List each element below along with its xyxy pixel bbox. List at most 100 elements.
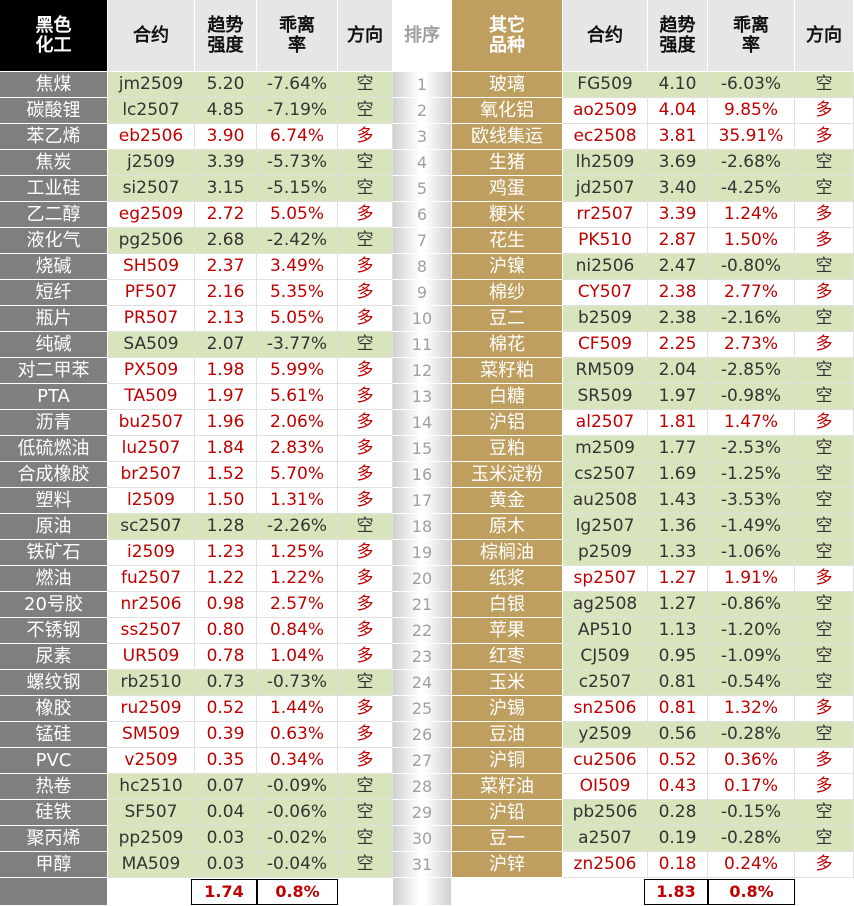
trend-strength-text: 1.50 (206, 490, 245, 511)
deviation-text: 0.24% (723, 854, 778, 875)
variety: 热卷 (0, 774, 108, 800)
deviation: 0.17% (708, 774, 795, 800)
rank-text: 14 (411, 412, 433, 432)
contract-text: SH509 (122, 256, 180, 277)
deviation: -0.02% (257, 826, 338, 852)
rank: 25 (393, 696, 452, 722)
direction-text: 多 (815, 100, 833, 121)
direction-text: 空 (815, 152, 833, 173)
contract-text: pb2506 (572, 802, 638, 823)
variety-text: 玻璃 (489, 73, 525, 95)
trend-strength: 2.37 (195, 254, 257, 280)
direction-text: 空 (356, 854, 374, 875)
direction: 空 (338, 670, 393, 696)
contract-text: sc2507 (120, 516, 182, 537)
rank-text: 1 (416, 74, 428, 94)
variety: 合成橡胶 (0, 462, 108, 488)
variety-text: 烧碱 (35, 255, 72, 277)
trend-strength-text: 0.56 (658, 724, 697, 745)
contract: rr2507 (563, 202, 648, 228)
variety: 沪铜 (452, 748, 563, 774)
contract-text: eb2506 (118, 126, 184, 147)
trend-strength-text: 1.96 (206, 412, 245, 433)
direction-text: 多 (356, 438, 374, 459)
variety: 乙二醇 (0, 202, 108, 228)
rank-text: 29 (411, 802, 433, 822)
direction-text: 空 (815, 490, 833, 511)
deviation: -7.64% (257, 72, 338, 98)
variety-text: 沥青 (35, 411, 72, 433)
direction: 空 (795, 150, 854, 176)
trend-strength-text: 0.52 (658, 750, 697, 771)
direction-text: 空 (356, 776, 374, 797)
header-trend-strength-text: 趋势强度 (659, 14, 696, 56)
direction-text: 空 (815, 646, 833, 667)
deviation: -2.16% (708, 306, 795, 332)
contract-text: j2509 (127, 152, 175, 173)
deviation-text: -3.53% (720, 490, 782, 511)
rank-text: 17 (411, 490, 433, 510)
trend-strength: 0.95 (648, 644, 708, 670)
contract-text: nr2506 (120, 594, 182, 615)
variety: 沪铝 (452, 410, 563, 436)
variety: 烧碱 (0, 254, 108, 280)
trend-strength-text: 1.28 (206, 516, 245, 537)
direction: 多 (338, 410, 393, 436)
variety-text: 不锈钢 (26, 619, 81, 641)
header-contract-text: 合约 (587, 24, 623, 46)
deviation: 1.22% (257, 566, 338, 592)
variety-text: 硅铁 (35, 801, 72, 823)
variety-text: 乙二醇 (26, 203, 81, 225)
trend-strength: 1.52 (195, 462, 257, 488)
contract: RM509 (563, 358, 648, 384)
trend-strength-text: 3.69 (658, 152, 697, 173)
variety-text: 沪铅 (489, 801, 525, 823)
trend-strength-text: 1.36 (658, 516, 697, 537)
contract-text: si2507 (122, 178, 180, 199)
direction-text: 空 (356, 672, 374, 693)
contract: CY507 (563, 280, 648, 306)
direction-text: 空 (815, 724, 833, 745)
trend-strength: 0.07 (195, 774, 257, 800)
rank: 26 (393, 722, 452, 748)
direction: 多 (338, 748, 393, 774)
deviation: -0.06% (257, 800, 338, 826)
trend-strength: 1.50 (195, 488, 257, 514)
deviation-text: -5.73% (266, 152, 328, 173)
variety-text: 氧化铝 (480, 99, 534, 121)
trend-strength-text: 4.85 (206, 100, 245, 121)
contract-text: CY507 (577, 282, 633, 303)
trend-strength: 1.13 (648, 618, 708, 644)
footer-blank (452, 878, 563, 906)
direction: 多 (338, 462, 393, 488)
variety-text: 豆一 (489, 827, 525, 849)
variety: 锰硅 (0, 722, 108, 748)
rank: 13 (393, 384, 452, 410)
deviation-text: 0.34% (269, 750, 324, 771)
trend-strength: 0.73 (195, 670, 257, 696)
trend-strength-text: 0.43 (658, 776, 697, 797)
header-deviation: 乖离率 (257, 0, 338, 72)
trend-strength: 1.33 (648, 540, 708, 566)
contract-text: SA509 (123, 334, 179, 355)
contract-text: PF507 (124, 282, 178, 303)
direction: 空 (338, 826, 393, 852)
variety: PVC (0, 748, 108, 774)
contract: jm2509 (108, 72, 195, 98)
deviation-text: -0.98% (720, 386, 782, 407)
deviation: 5.35% (257, 280, 338, 306)
deviation: -3.53% (708, 488, 795, 514)
deviation-text: -2.53% (720, 438, 782, 459)
variety: 豆一 (452, 826, 563, 852)
direction: 空 (338, 72, 393, 98)
rank-header: 排序 (393, 0, 452, 72)
rank-text: 24 (411, 672, 433, 692)
rank: 2 (393, 98, 452, 124)
contract: zn2506 (563, 852, 648, 878)
direction-text: 空 (815, 672, 833, 693)
rank: 12 (393, 358, 452, 384)
header-deviation-text: 乖离率 (279, 14, 315, 56)
trend-strength: 1.97 (648, 384, 708, 410)
deviation: 5.70% (257, 462, 338, 488)
variety: 纸浆 (452, 566, 563, 592)
